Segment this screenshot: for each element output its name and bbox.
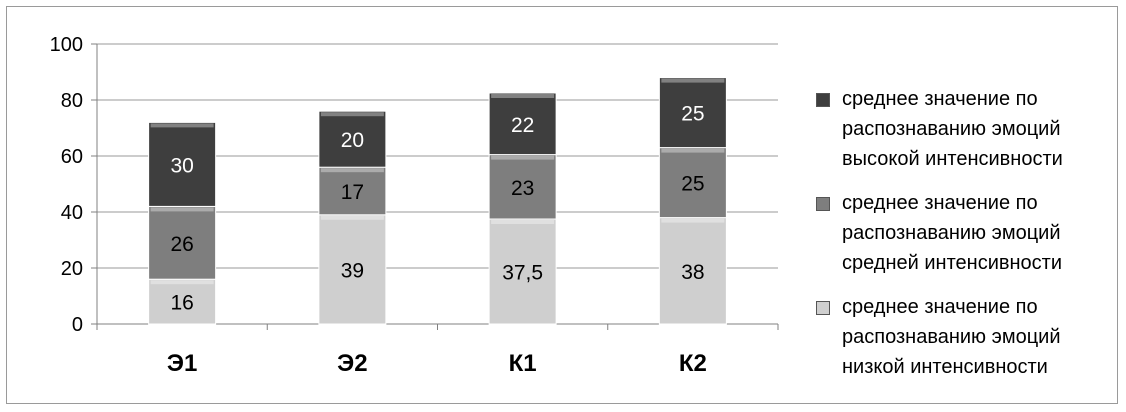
legend: среднее значение по распознаванию эмоций… (816, 84, 1116, 396)
bar-segment-low (318, 214, 387, 325)
y-tick-label: 100 (50, 34, 83, 56)
bar-segment-medium (658, 147, 727, 219)
y-tick-label: 60 (61, 146, 83, 168)
bars (148, 77, 727, 325)
data-labels: 16 26 30 Э1 39 17 20 Э2 37,5 23 22 К1 38 25 25 К2 (167, 103, 707, 377)
bar-segment-high (658, 77, 727, 149)
bar-bevel (491, 94, 555, 98)
data-label-high: 22 (511, 114, 534, 137)
bar-segment-high (318, 110, 387, 168)
bar-bevel (661, 148, 725, 153)
bar-bevel (320, 112, 384, 117)
data-label-medium: 26 (170, 233, 193, 256)
data-label-low: 39 (341, 259, 364, 282)
category-label: К2 (679, 350, 707, 377)
bar-segment-medium (148, 205, 217, 280)
data-label-medium: 25 (681, 173, 704, 196)
y-tick-label: 0 (72, 314, 83, 336)
legend-swatch-high (816, 93, 830, 107)
bar-bevel (491, 220, 555, 224)
legend-item-high: среднее значение по распознаванию эмоций… (816, 84, 1116, 174)
data-label-high: 20 (341, 129, 364, 152)
legend-swatch-medium (816, 197, 830, 211)
bar-segment-high (148, 121, 217, 207)
bar-bevel (491, 155, 555, 160)
bar-bevel (150, 123, 214, 128)
legend-item-low: среднее значение по распознаванию эмоций… (816, 292, 1116, 382)
bar-bevel (150, 280, 214, 285)
bar-segment-low (488, 218, 557, 325)
bar-segment-medium (318, 166, 387, 216)
category-label: Э2 (337, 350, 367, 377)
bar-bevel (661, 78, 725, 83)
legend-label-medium: среднее значение по распознаванию эмоций… (842, 192, 1062, 274)
bar-bevel (320, 215, 384, 220)
legend-label-high: среднее значение по распознаванию эмоций… (842, 88, 1063, 170)
legend-swatch-low (816, 301, 830, 315)
data-label-medium: 23 (511, 177, 534, 200)
bar-segment-low (148, 278, 217, 325)
data-label-high: 30 (170, 154, 193, 177)
data-label-low: 38 (681, 261, 704, 284)
legend-item-medium: среднее значение по распознаванию эмоций… (816, 188, 1116, 278)
category-label: К1 (509, 350, 537, 377)
data-label-low: 37,5 (502, 262, 543, 285)
y-tick-label: 80 (61, 90, 83, 112)
y-tick-label: 20 (61, 258, 83, 280)
category-label: Э1 (167, 350, 197, 377)
y-tick-label: 40 (61, 202, 83, 224)
data-label-medium: 17 (341, 181, 364, 204)
bar-bevel (320, 168, 384, 173)
bar-segment-medium (488, 154, 557, 220)
legend-label-low: среднее значение по распознаванию эмоций… (842, 296, 1061, 378)
bar-bevel (150, 207, 214, 212)
data-label-high: 25 (681, 103, 704, 126)
bar-segment-high (488, 92, 557, 156)
data-label-low: 16 (170, 292, 193, 315)
bar-bevel (661, 218, 725, 223)
